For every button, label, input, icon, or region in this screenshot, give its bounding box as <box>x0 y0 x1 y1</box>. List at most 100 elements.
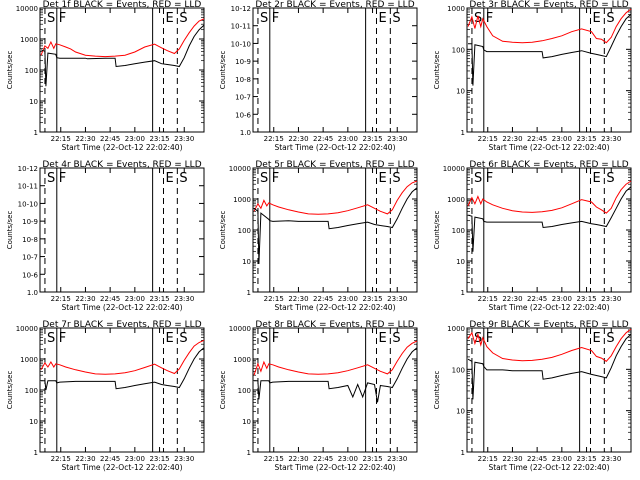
y-tick-label: 100 <box>25 67 38 75</box>
y-tick-label: 10000 <box>16 5 38 13</box>
plot-frame <box>466 167 632 293</box>
y-tick-label: 10-9 <box>22 218 38 226</box>
event-marker-label: S <box>474 331 482 346</box>
x-tick-label: 23:30 <box>174 455 194 463</box>
series-line-1 <box>253 340 418 376</box>
x-tick-label: 22:15 <box>51 455 71 463</box>
y-tick-label: 10000 <box>16 325 38 333</box>
event-marker-label: S <box>606 171 614 186</box>
y-tick-label: 1 <box>247 449 251 457</box>
x-tick-label: 23:00 <box>552 135 572 143</box>
plot-frame <box>39 167 205 293</box>
x-tick-label: 22:45 <box>313 135 333 143</box>
x-tick-label: 22:45 <box>313 295 333 303</box>
y-tick-label: 10-8 <box>22 236 38 244</box>
x-tick-label: 23:30 <box>174 135 194 143</box>
y-tick-label: 10 <box>456 88 465 96</box>
series-line-2 <box>254 347 418 403</box>
y-tick-label: 1000 <box>447 5 465 13</box>
y-tick-label: 100 <box>452 227 465 235</box>
x-tick-label: 23:15 <box>362 295 382 303</box>
event-marker-label: E <box>592 171 600 186</box>
x-tick-label: 22:30 <box>75 295 95 303</box>
x-tick-label: 23:30 <box>601 135 621 143</box>
x-tick-label: 22:45 <box>100 295 120 303</box>
event-marker-label: S <box>606 331 614 346</box>
x-tick-label: 22:30 <box>75 135 95 143</box>
y-tick-label: 1.0 <box>27 289 38 297</box>
y-tick-label: 100 <box>452 366 465 374</box>
y-tick-label: 1000 <box>20 356 38 364</box>
y-tick-label: 10-7 <box>235 94 251 102</box>
event-marker-label: E <box>165 11 173 26</box>
y-axis-label: Counts/sec <box>219 211 227 250</box>
x-axis-label: Start Time (22-Oct-12 22:02:40) <box>61 303 182 312</box>
event-marker-label: F <box>272 171 279 186</box>
x-tick-label: 23:15 <box>362 135 382 143</box>
y-axis-label: Counts/sec <box>433 51 441 90</box>
plot-frame <box>252 327 418 453</box>
y-axis-label: Counts/sec <box>219 371 227 410</box>
x-tick-label: 22:15 <box>264 295 284 303</box>
event-marker-label: E <box>165 171 173 186</box>
y-tick-label: 10-6 <box>22 271 38 279</box>
chart-panel-9: Det 9r BLACK = Events, RED = LLD 1 10 100 10… <box>433 320 632 472</box>
x-tick-label: 22:15 <box>478 455 498 463</box>
x-tick-label: 22:45 <box>100 455 120 463</box>
plot-frame <box>39 7 205 133</box>
chart-panel-8: Det 8r BLACK = Events, RED = LLD 1 10 100 10… <box>219 320 418 472</box>
chart-title: Det 4r BLACK = Events, RED = LLD <box>42 160 201 170</box>
x-axis-label: Start Time (22-Oct-12 22:02:40) <box>488 303 609 312</box>
event-marker-label: F <box>486 331 493 346</box>
event-marker-label: E <box>378 331 386 346</box>
y-tick-label: 1 <box>34 449 38 457</box>
chart-panel-4: Det 4r BLACK = Events, RED = LLD 1.0 10-6 1… <box>6 160 205 312</box>
y-tick-label: 10-9 <box>235 58 251 66</box>
x-tick-label: 22:15 <box>51 295 71 303</box>
event-marker-label: F <box>59 171 66 186</box>
chart-panel-3: Det 3r BLACK = Events, RED = LLD 1 10 100 10… <box>433 0 632 152</box>
x-tick-label: 22:30 <box>288 455 308 463</box>
x-tick-label: 23:00 <box>338 135 358 143</box>
event-marker-label: E <box>165 331 173 346</box>
chart-title: Det 3r BLACK = Events, RED = LLD <box>469 0 628 10</box>
chart-title: Det 9r BLACK = Events, RED = LLD <box>469 320 628 330</box>
chart-title: Det 2r BLACK = Events, RED = LLD <box>255 0 414 10</box>
y-tick-label: 100 <box>25 387 38 395</box>
y-tick-label: 1000 <box>447 196 465 204</box>
event-marker-label: S <box>179 171 187 186</box>
chart-panel-2: Det 2r BLACK = Events, RED = LLD 1.0 10-6 1… <box>219 0 418 152</box>
y-tick-label: 1 <box>461 449 465 457</box>
y-tick-label: 10000 <box>229 325 251 333</box>
x-tick-label: 23:00 <box>338 295 358 303</box>
plot-frame <box>466 7 632 133</box>
x-tick-label: 22:15 <box>264 135 284 143</box>
event-marker-label: S <box>392 171 400 186</box>
x-axis-label: Start Time (22-Oct-12 22:02:40) <box>274 463 395 472</box>
x-tick-label: 22:45 <box>100 135 120 143</box>
y-tick-label: 10 <box>456 408 465 416</box>
plot-frame <box>252 167 418 293</box>
x-tick-label: 23:15 <box>149 135 169 143</box>
x-tick-label: 22:15 <box>264 455 284 463</box>
y-axis-label: Counts/sec <box>6 51 14 90</box>
y-tick-label: 100 <box>238 227 251 235</box>
event-marker-label: S <box>606 11 614 26</box>
x-tick-label: 22:45 <box>313 455 333 463</box>
x-tick-label: 23:15 <box>576 135 596 143</box>
event-marker-label: S <box>47 331 55 346</box>
x-tick-label: 23:00 <box>338 455 358 463</box>
series-line-2 <box>40 24 205 87</box>
y-axis-label: Counts/sec <box>219 51 227 90</box>
series-line-2 <box>468 13 632 86</box>
x-tick-label: 23:00 <box>552 455 572 463</box>
x-tick-label: 22:30 <box>502 135 522 143</box>
x-tick-label: 23:15 <box>576 455 596 463</box>
x-tick-label: 23:15 <box>576 295 596 303</box>
x-tick-label: 22:45 <box>527 295 547 303</box>
x-tick-label: 23:30 <box>387 455 407 463</box>
event-marker-label: S <box>474 11 482 26</box>
event-marker-label: S <box>47 11 55 26</box>
event-marker-label: F <box>486 171 493 186</box>
y-tick-label: 1000 <box>447 325 465 333</box>
